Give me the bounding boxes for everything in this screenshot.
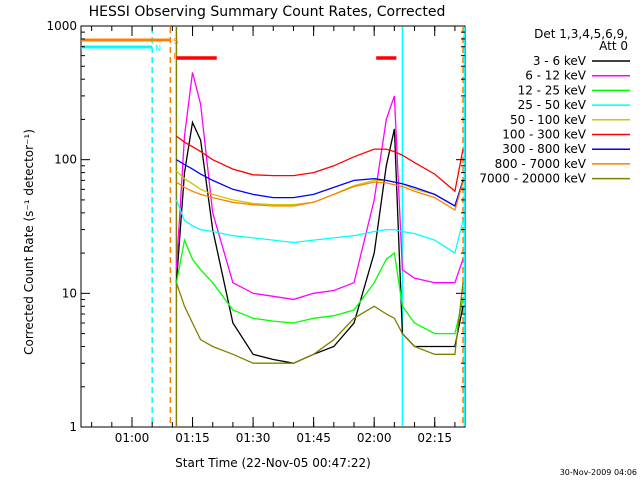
x-tick-label: 01:30: [236, 431, 271, 445]
legend-entry-label: 300 - 800 keV: [502, 142, 586, 156]
y-axis: 1 10 100 1000: [46, 19, 465, 434]
y-tick-label: 100: [54, 153, 77, 167]
x-tick-label: 01:15: [175, 431, 210, 445]
series-line: [175, 199, 464, 255]
y-axis-label: Corrected Count Rate (s⁻¹ detector⁻¹): [22, 129, 36, 355]
legend-entry-label: 100 - 300 keV: [502, 128, 586, 142]
plot-frame: [80, 25, 466, 428]
x-axis: 01:00 01:15 01:30 01:45 02:00 02:15: [91, 26, 456, 445]
legend-entry-label: 25 - 50 keV: [518, 98, 587, 112]
series-line: [175, 282, 464, 364]
legend-entry-label: 50 - 100 keV: [510, 113, 587, 127]
series-line: [176, 159, 464, 207]
flag-bars: S N F: [81, 37, 397, 61]
y-tick-label: 1: [69, 420, 77, 434]
flag-label: S: [173, 37, 178, 46]
legend-entry-label: 3 - 6 keV: [533, 54, 587, 68]
legend-entry-label: 7000 - 20000 keV: [479, 172, 586, 186]
x-tick-label: 02:00: [357, 431, 392, 445]
legend-entry-label: 6 - 12 keV: [525, 69, 587, 83]
x-axis-label: Start Time (22-Nov-05 00:47:22): [175, 456, 371, 470]
flag-label: N: [155, 44, 161, 53]
series-line: [176, 135, 464, 193]
series-line: [175, 237, 464, 335]
series-line: [175, 120, 464, 364]
legend-entry-label: 12 - 25 keV: [518, 83, 587, 97]
chart-title: HESSI Observing Summary Count Rates, Cor…: [89, 4, 446, 20]
series-line: [175, 170, 464, 207]
x-tick-label: 02:15: [417, 431, 452, 445]
x-tick-label: 01:45: [296, 431, 331, 445]
plot-area: [80, 25, 466, 428]
series-line: [175, 72, 464, 301]
legend-header-line-1: Det 1,3,4,5,6,9,: [534, 27, 628, 41]
y-tick-label: 1000: [46, 19, 77, 33]
legend-header-line-2: Att 0: [599, 39, 628, 53]
vertical-markers: [151, 27, 466, 426]
y-tick-label: 10: [62, 286, 77, 300]
series-group: [175, 72, 464, 364]
footer-date: 30-Nov-2009 04:06: [560, 468, 637, 477]
series-line: [176, 181, 464, 211]
x-tick-label: 01:00: [115, 431, 150, 445]
flag-label: F: [173, 52, 178, 61]
legend-entry-label: 800 - 7000 keV: [495, 157, 587, 171]
